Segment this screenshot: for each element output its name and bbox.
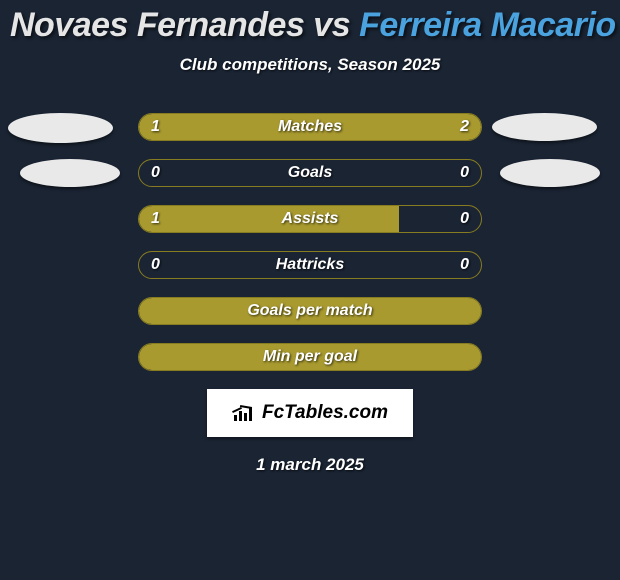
stat-label: Hattricks [139,252,481,278]
player-avatar-oval [492,113,597,141]
brand-badge: FcTables.com [207,389,413,437]
stat-rows: 12Matches 00Goals 10Assists 00Hattricks Goal… [138,113,482,371]
stat-row: Min per goal [138,343,482,371]
stat-label: Goals per match [139,298,481,324]
stat-row: 12Matches [138,113,482,141]
chart-icon [232,403,256,423]
player-avatar-oval [500,159,600,187]
stat-row: 10Assists [138,205,482,233]
stat-label: Assists [139,206,481,232]
title-separator: vs [304,6,359,44]
title-player-right: Ferreira Macario Dias [359,6,620,44]
stat-row: Goals per match [138,297,482,325]
stat-label: Goals [139,160,481,186]
stat-row: 00Hattricks [138,251,482,279]
page-title: Novaes Fernandes vs Ferreira Macario Dia… [0,0,620,49]
stat-label: Matches [139,114,481,140]
comparison-chart: 12Matches 00Goals 10Assists 00Hattricks Goal… [0,113,620,371]
brand-text: FcTables.com [262,402,388,424]
title-player-left: Novaes Fernandes [10,6,304,44]
stat-label: Min per goal [139,344,481,370]
date-label: 1 march 2025 [0,455,620,475]
stat-row: 00Goals [138,159,482,187]
player-avatar-oval [8,113,113,143]
player-avatar-oval [20,159,120,187]
subtitle: Club competitions, Season 2025 [0,55,620,75]
